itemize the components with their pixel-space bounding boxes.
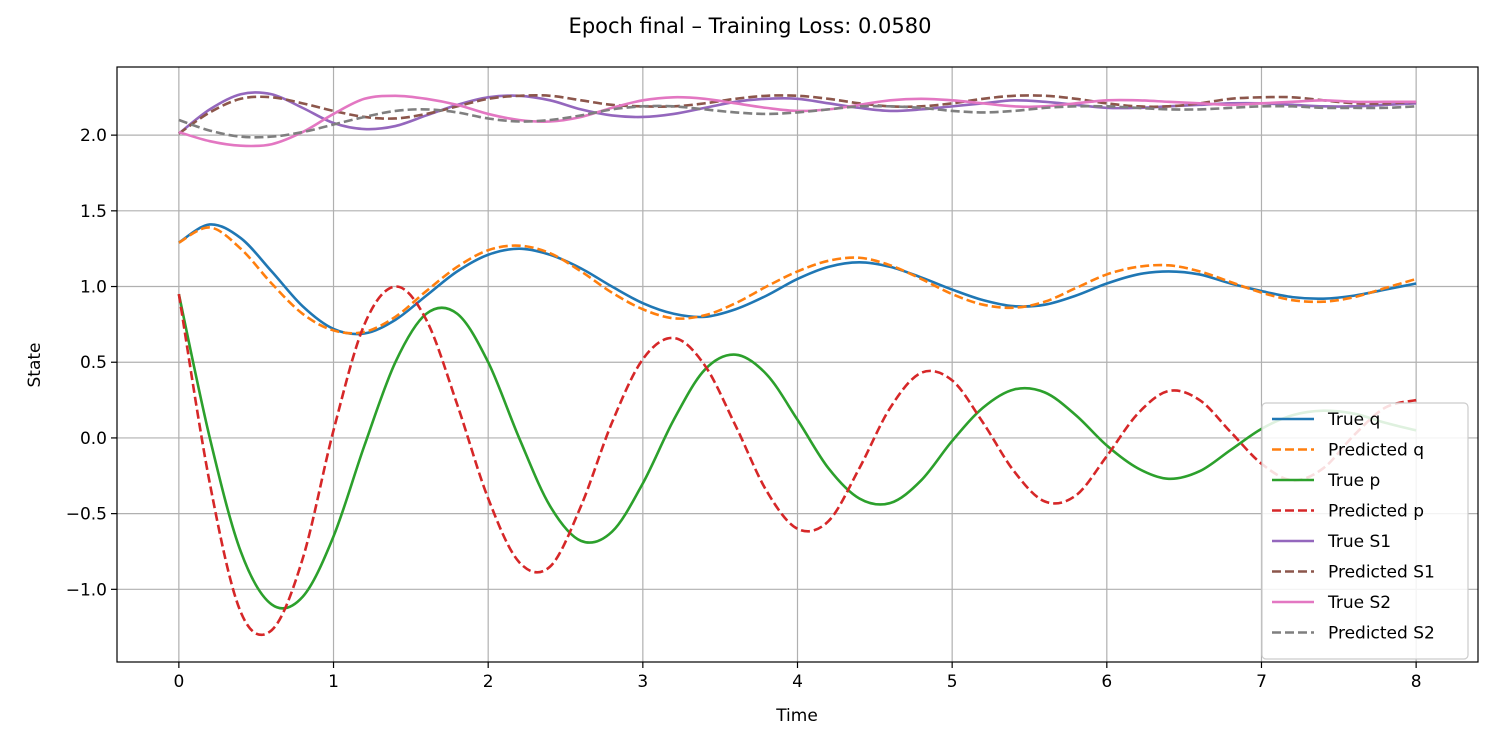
y-tick-label: −1.0 — [66, 580, 107, 600]
series-line-predicted-p — [177, 285, 1417, 637]
legend-label-true-p: True p — [1327, 471, 1380, 491]
x-tick-label: 8 — [1411, 672, 1422, 692]
y-axis-label: State — [25, 343, 45, 388]
series-line-predicted-s1 — [178, 93, 1417, 135]
ticks: 0 1 2 3 4 5 6 7 8 −1.0 −0.5 0.0 0.5 1.0 1.5 2.0 — [66, 126, 1422, 692]
x-axis-label: Time — [775, 706, 818, 726]
legend-label-true-s2: True S2 — [1327, 593, 1391, 613]
legend-label-predicted-p: Predicted p — [1328, 502, 1424, 522]
series-line-predicted-q — [178, 226, 1417, 335]
legend: True q Predicted q True p Predicted p True S… — [1261, 402, 1469, 660]
series-line-true-s2 — [178, 94, 1417, 148]
legend-label-true-s1: True S1 — [1327, 532, 1391, 552]
legend-label-true-q: True q — [1327, 410, 1380, 430]
x-tick-label: 6 — [1101, 672, 1112, 692]
x-tick-label: 3 — [637, 672, 648, 692]
y-tick-label: −0.5 — [66, 505, 107, 525]
series-line-predicted-s2 — [178, 104, 1417, 139]
y-tick-label: 0.0 — [80, 429, 107, 449]
series-line-true-q — [178, 223, 1417, 336]
series-line-true-p — [177, 293, 1417, 610]
y-tick-label: 2.0 — [80, 126, 107, 146]
grid — [117, 67, 1478, 662]
series-layer — [177, 91, 1417, 637]
x-tick-label: 2 — [483, 672, 494, 692]
x-tick-label: 1 — [328, 672, 339, 692]
y-tick-label: 1.5 — [80, 202, 107, 222]
x-tick-label: 7 — [1256, 672, 1267, 692]
chart-title: Epoch final – Training Loss: 0.0580 — [569, 14, 932, 38]
legend-label-predicted-s2: Predicted S2 — [1328, 624, 1435, 644]
legend-label-predicted-q: Predicted q — [1328, 441, 1424, 461]
legend-label-predicted-s1: Predicted S1 — [1328, 563, 1435, 583]
y-tick-label: 0.5 — [80, 353, 107, 373]
x-tick-label: 5 — [947, 672, 958, 692]
y-tick-label: 1.0 — [80, 278, 107, 298]
legend-box — [1261, 402, 1469, 660]
x-tick-label: 0 — [173, 672, 184, 692]
x-tick-label: 4 — [792, 672, 803, 692]
